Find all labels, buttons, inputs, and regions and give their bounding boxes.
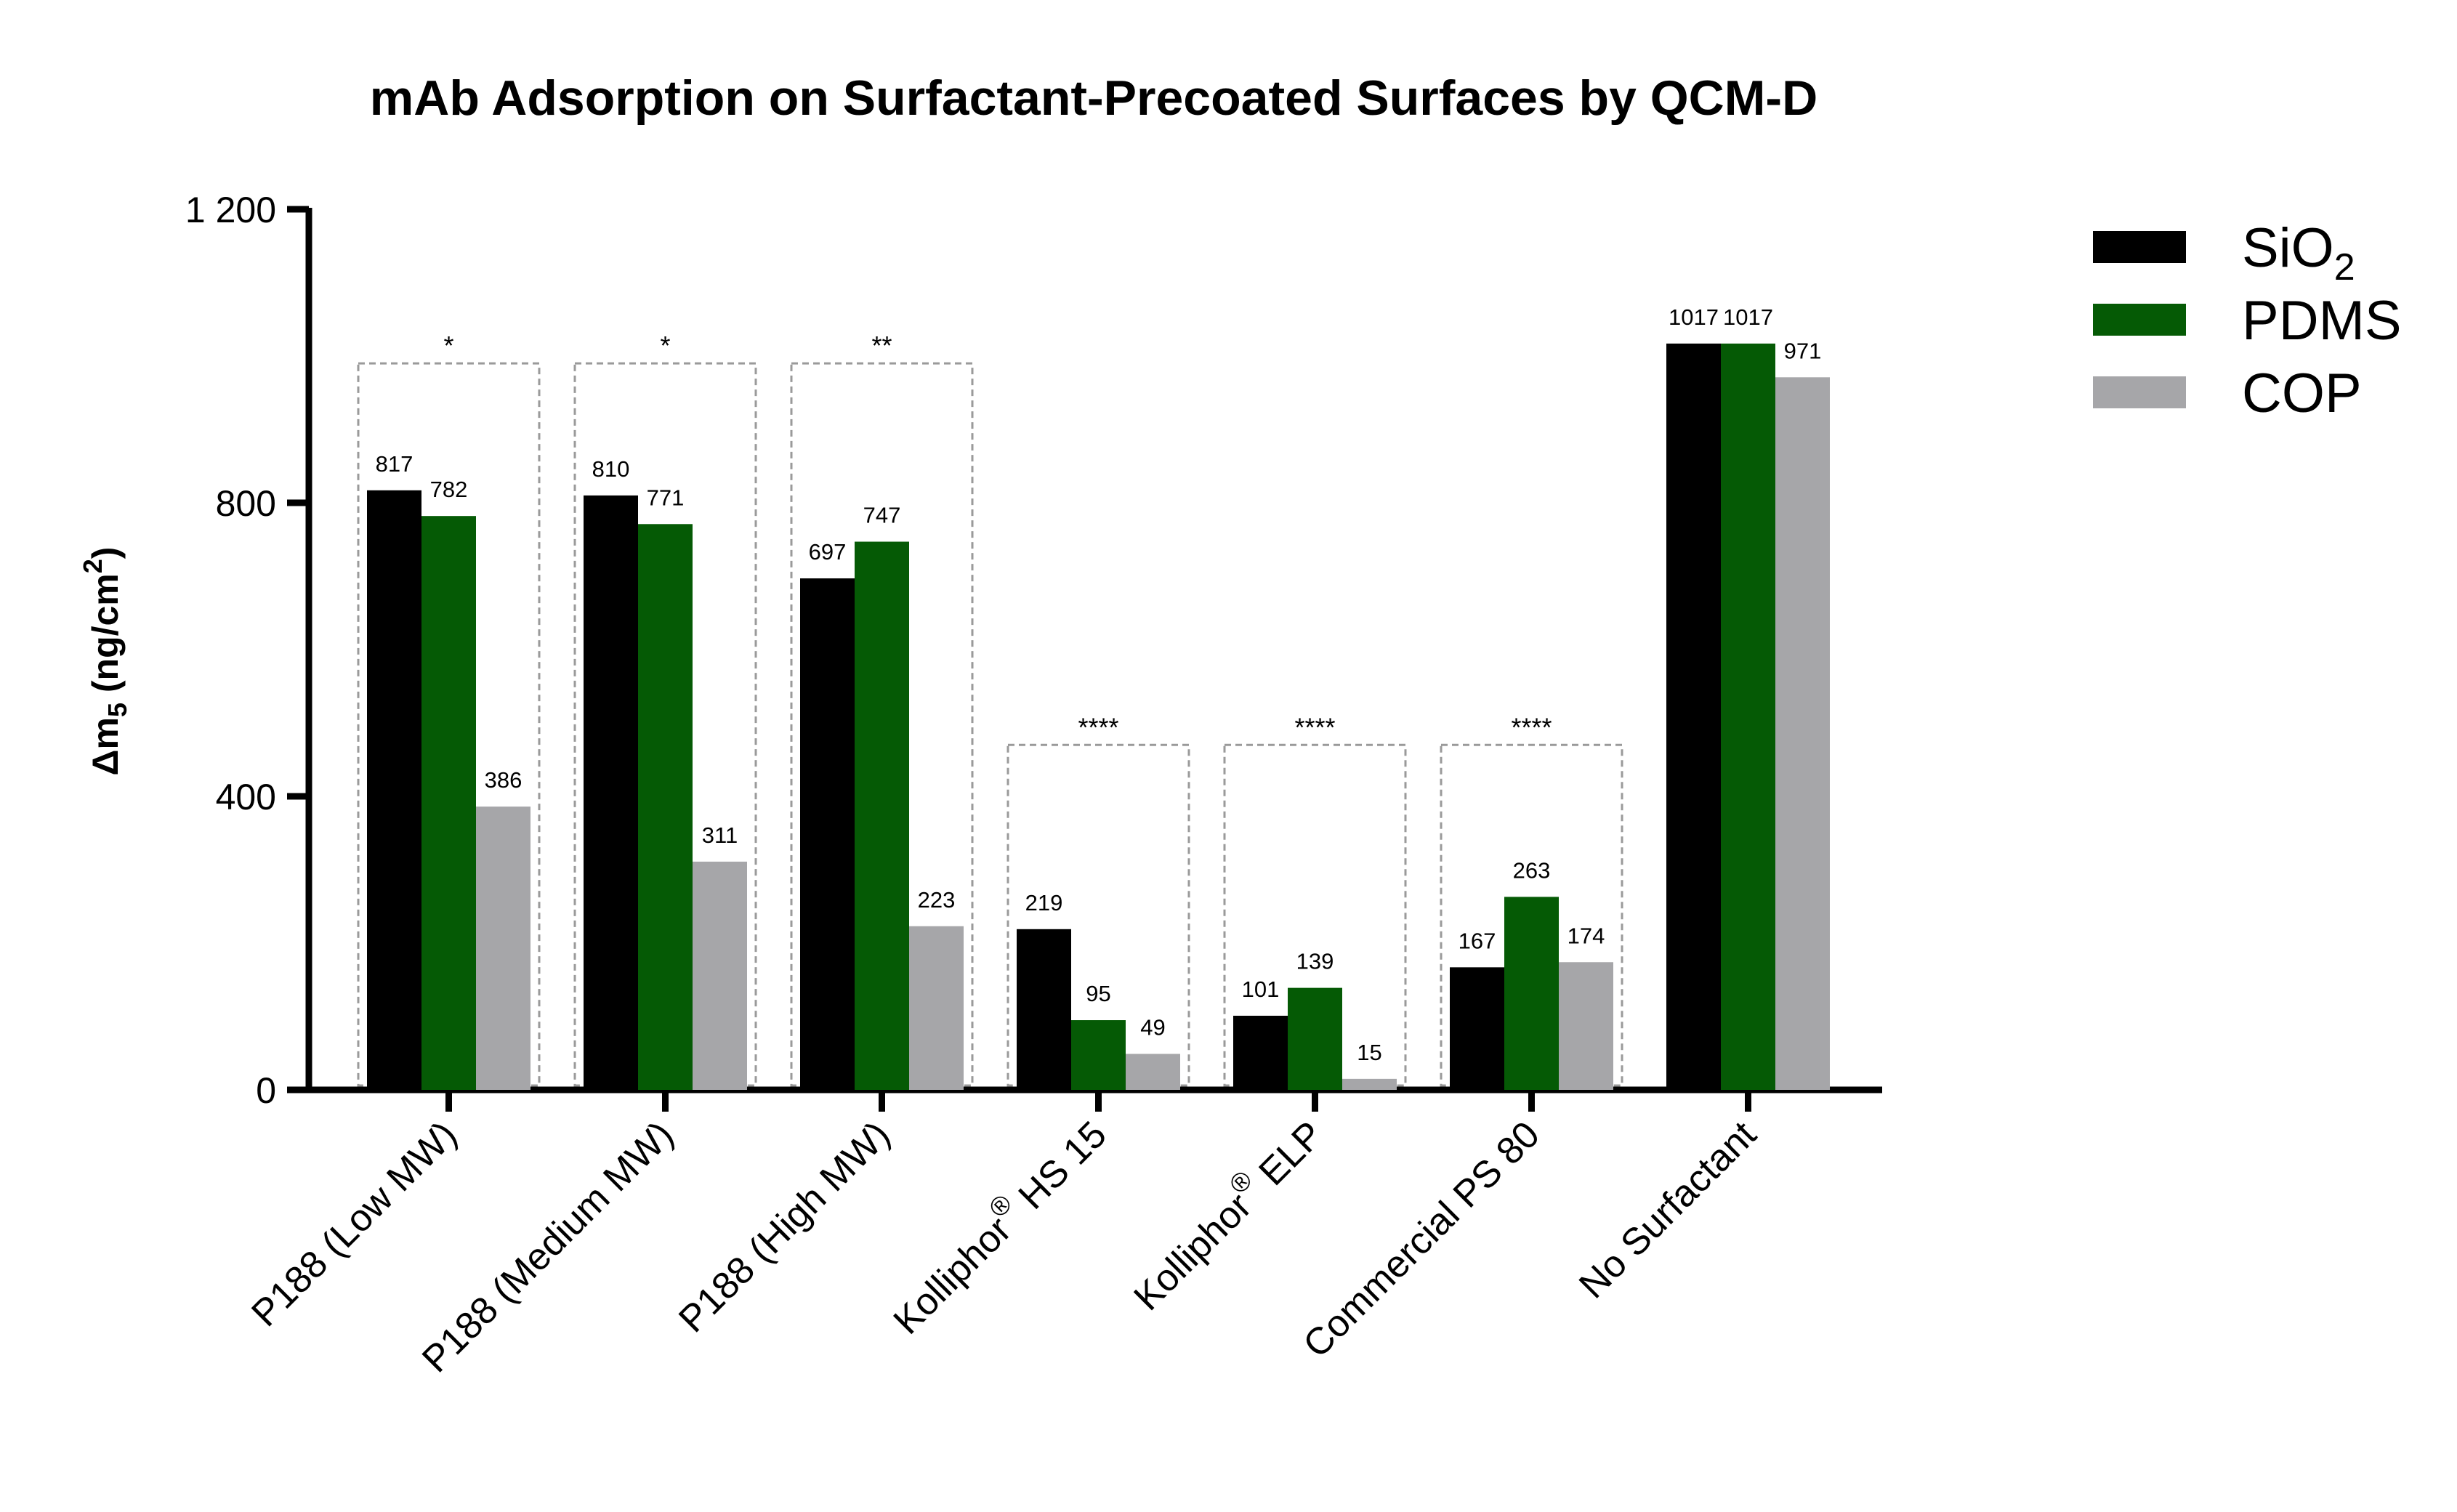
bar: [1775, 377, 1830, 1090]
bar: [367, 490, 421, 1090]
y-axis-label: Δm5 (ng/cm2): [78, 547, 132, 776]
data-label: 782: [430, 477, 468, 502]
data-label: 386: [485, 767, 523, 793]
bar: [1721, 343, 1775, 1091]
data-label: 747: [863, 503, 901, 528]
y-tick-label: 0: [256, 1070, 276, 1111]
bar: [584, 495, 638, 1090]
data-labels: 817 782 386 810 771 311 697 747 223 219 95 49 101 139…: [376, 304, 1822, 1065]
bar: [693, 861, 747, 1090]
data-label: 1017: [1669, 304, 1719, 330]
data-label: 167: [1459, 928, 1496, 953]
significance-marker: ****: [1511, 712, 1552, 742]
y-tick-label: 400: [216, 777, 276, 817]
bar: [1233, 1015, 1288, 1090]
significance-marker: ****: [1294, 712, 1335, 742]
significance-marker: *: [660, 331, 670, 360]
legend-label: SiO2: [2242, 217, 2355, 288]
bar: [1017, 929, 1071, 1090]
data-label: 15: [1357, 1040, 1381, 1065]
chart-title: mAb Adsorption on Surfactant-Precoated S…: [370, 70, 1817, 126]
category-label: P188 (Low MW): [243, 1113, 465, 1335]
axes: 0 400 800 1 200: [185, 190, 1882, 1111]
bar: [1071, 1020, 1126, 1090]
data-label: 311: [702, 822, 738, 848]
category-label: Kolliphor® ELP: [1119, 1107, 1331, 1319]
category-label: P188 (High MW): [671, 1113, 898, 1341]
data-label: 263: [1513, 857, 1551, 883]
legend-swatch: [2093, 231, 2186, 263]
bar: [1450, 967, 1504, 1090]
data-label: 174: [1568, 923, 1605, 948]
data-label: 139: [1296, 949, 1334, 974]
data-label: 101: [1242, 977, 1280, 1002]
y-axis-label-text: Δm5 (ng/cm2): [78, 547, 132, 776]
category-label: Commercial PS 80: [1295, 1113, 1548, 1366]
significance-marker: **: [871, 331, 892, 360]
bar: [1288, 987, 1342, 1090]
data-label: 697: [809, 539, 847, 565]
bars: [367, 343, 1830, 1091]
legend-swatch: [2093, 376, 2186, 408]
bar: [476, 806, 530, 1090]
data-label: 1017: [1723, 304, 1773, 330]
legend-swatch: [2093, 304, 2186, 336]
significance-boxes: * * ****** **** ****: [357, 331, 1623, 1087]
bar: [1504, 897, 1559, 1090]
data-label: 219: [1025, 890, 1063, 915]
bar: [1666, 343, 1721, 1091]
data-label: 95: [1086, 981, 1110, 1006]
bar: [1559, 962, 1613, 1090]
data-label: 810: [592, 456, 630, 482]
bar: [1342, 1078, 1397, 1090]
significance-marker: ****: [1078, 712, 1118, 742]
bar: [855, 541, 909, 1090]
data-label: 971: [1784, 338, 1822, 363]
bar: [909, 926, 964, 1090]
bar: [421, 516, 476, 1090]
data-label: 771: [647, 485, 685, 510]
y-tick-label: 800: [216, 483, 276, 524]
category-label: No Surfactant: [1571, 1113, 1764, 1306]
bar: [800, 578, 855, 1090]
y-tick-label: 1 200: [185, 190, 276, 230]
data-label: 817: [376, 451, 413, 477]
legend-label: PDMS: [2242, 290, 2402, 352]
bar: [638, 524, 693, 1090]
legend-label: COP: [2242, 363, 2362, 424]
category-labels: P188 (Low MW)P188 (Medium MW)P188 (High …: [243, 1090, 1764, 1380]
bar: [1126, 1054, 1180, 1090]
data-label: 223: [918, 887, 956, 913]
category-label: Kolliphor® HS 15: [879, 1107, 1115, 1342]
data-label: 49: [1140, 1015, 1165, 1040]
significance-marker: *: [443, 331, 453, 360]
